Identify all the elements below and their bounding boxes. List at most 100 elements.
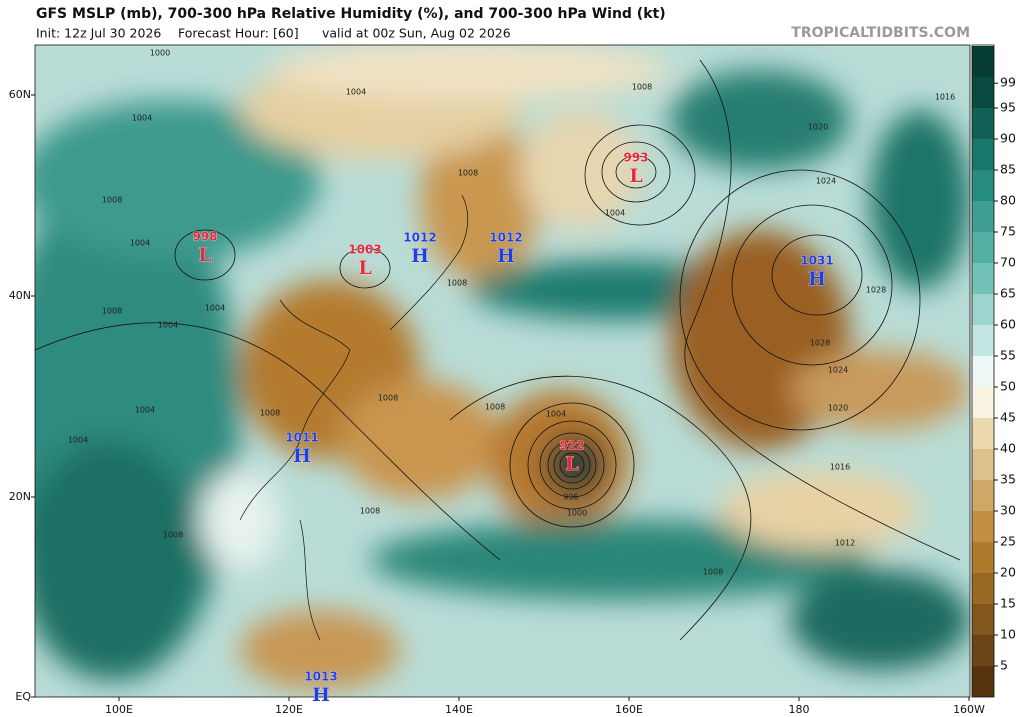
colorbar-label: 25 — [1000, 534, 1016, 549]
isobars — [35, 59, 961, 641]
colorbar-swatch — [972, 387, 994, 418]
center-symbol: H — [312, 684, 330, 706]
center-value: 1003 — [348, 243, 381, 257]
lat-label: 60N — [9, 88, 31, 101]
colorbar-swatch — [972, 232, 994, 263]
colorbar-label: 40 — [1000, 441, 1016, 456]
isobar-label: 1004 — [546, 410, 566, 419]
center-symbol: L — [358, 257, 371, 279]
isobar-label: 1008 — [632, 83, 652, 92]
isobar-label: 1024 — [828, 366, 848, 375]
lon-label: 140E — [445, 703, 473, 716]
center-symbol: H — [293, 445, 311, 467]
colorbar-swatch — [972, 108, 994, 139]
isobar-label: 1004 — [68, 436, 88, 445]
colorbar-swatch — [972, 635, 994, 666]
isobar-label: 1000 — [567, 509, 587, 518]
colorbar-label: 30 — [1000, 503, 1016, 518]
colorbar-label: 20 — [1000, 565, 1016, 580]
isobar-label: 1012 — [835, 539, 855, 548]
colorbar-label: 99 — [1000, 75, 1016, 90]
isobar-label: 1004 — [132, 114, 152, 123]
lat-label: EQ — [15, 690, 31, 703]
colorbar-label: 35 — [1000, 472, 1016, 487]
isobar-label: 1004 — [346, 88, 366, 97]
map-field — [35, 45, 970, 697]
colorbar-swatch — [972, 449, 994, 480]
colorbar-label: 15 — [1000, 596, 1016, 611]
colorbar-swatch — [972, 418, 994, 449]
isobar-label: 1016 — [830, 463, 850, 472]
lat-label: 40N — [9, 289, 31, 302]
center-symbol: H — [808, 268, 826, 290]
isobar-label: 1008 — [447, 279, 467, 288]
colorbar-label: 75 — [1000, 224, 1016, 239]
isobar-label: 1028 — [810, 339, 830, 348]
map-frame — [34, 44, 971, 698]
center-value: 1011 — [285, 431, 318, 445]
colorbar-swatch — [972, 356, 994, 387]
colorbar-label: 85 — [1000, 162, 1016, 177]
colorbar-swatch — [972, 511, 994, 542]
coastlines — [239, 194, 469, 641]
colorbar-label: 80 — [1000, 193, 1016, 208]
colorbar-label: 10 — [1000, 627, 1016, 642]
center-value: 998 — [192, 230, 217, 244]
valid-time: valid at 00z Sun, Aug 02 2026 — [322, 26, 511, 41]
colorbar-label: 45 — [1000, 410, 1016, 425]
isobar-label: 1004 — [605, 209, 625, 218]
colorbar-swatch — [972, 542, 994, 573]
center-symbol: L — [565, 453, 578, 475]
center-symbol: H — [411, 245, 429, 267]
lon-label: 100E — [105, 703, 133, 716]
colorbar-swatch — [972, 139, 994, 170]
isobar-label: 1004 — [158, 321, 178, 330]
center-value: 1012 — [403, 231, 436, 245]
isobar-label: 1028 — [866, 286, 886, 295]
isobar-label: 1008 — [102, 196, 122, 205]
center-symbol: H — [497, 245, 515, 267]
colorbar-label: 60 — [1000, 317, 1016, 332]
isobar-label: 1008 — [163, 531, 183, 540]
lon-label: 160W — [953, 703, 985, 716]
isobar-label: 1008 — [102, 307, 122, 316]
colorbar-swatch — [972, 263, 994, 294]
colorbar-label: 90 — [1000, 131, 1016, 146]
title: GFS MSLP (mb), 700-300 hPa Relative Humi… — [36, 6, 666, 22]
isobar-label: 1008 — [360, 507, 380, 516]
isobar-label: 1004 — [130, 239, 150, 248]
colorbar-swatch — [972, 201, 994, 232]
humidity-field — [35, 45, 970, 690]
colorbar-label: 70 — [1000, 255, 1016, 270]
colorbar-swatch — [972, 666, 994, 697]
isobar-label: 1008 — [378, 394, 398, 403]
isobar-label: 1016 — [935, 93, 955, 102]
lat-label: 20N — [9, 490, 31, 503]
lon-label: 180 — [789, 703, 810, 716]
isobar-label: 1008 — [703, 568, 723, 577]
center-symbol: L — [629, 165, 642, 187]
isobar-label: 1020 — [828, 404, 848, 413]
center-value: 993 — [623, 151, 648, 165]
colorbar-swatch — [972, 325, 994, 356]
credit: TROPICALTIDBITS.COM — [791, 25, 970, 41]
colorbar-swatch — [972, 46, 994, 77]
colorbar-frame — [971, 44, 995, 698]
colorbar-label: 50 — [1000, 379, 1016, 394]
isobar-label: 1004 — [135, 406, 155, 415]
colorbar-swatch — [972, 480, 994, 511]
isobar-label: 996 — [563, 493, 578, 502]
colorbar-label: 65 — [1000, 286, 1016, 301]
colorbar-swatch — [972, 77, 994, 108]
lon-label: 120E — [275, 703, 303, 716]
isobar-label: 1008 — [260, 409, 280, 418]
colorbar-label: 95 — [1000, 100, 1016, 115]
center-value: 1013 — [304, 670, 337, 684]
colorbar-swatch — [972, 170, 994, 201]
forecast-hour: Forecast Hour: [60] — [178, 26, 299, 41]
isobar-label: 1008 — [458, 169, 478, 178]
isobar-label: 1024 — [816, 177, 836, 186]
colorbar-swatch — [972, 573, 994, 604]
